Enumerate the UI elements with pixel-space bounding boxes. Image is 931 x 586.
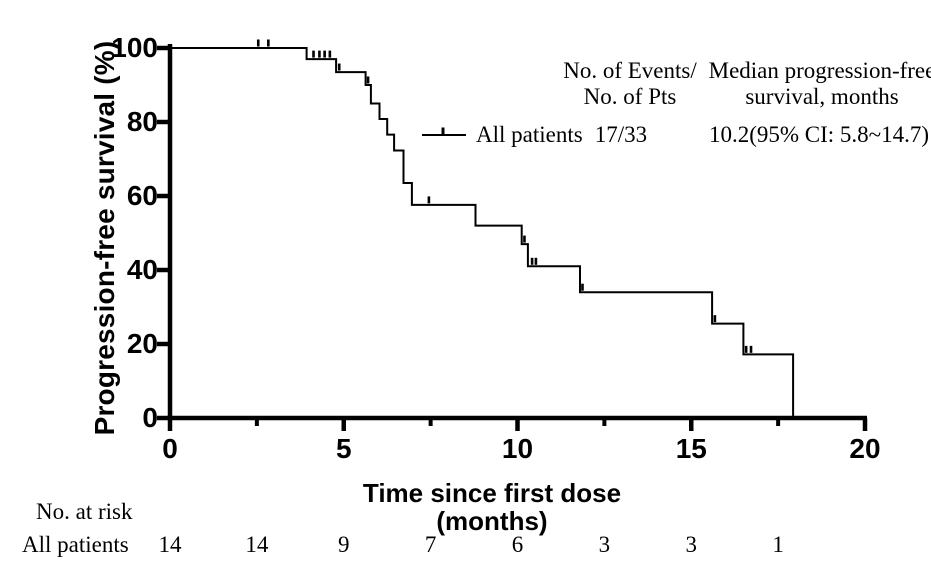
risk-value-t12-5: 3 xyxy=(598,532,611,557)
x-tick-label-20: 20 xyxy=(849,433,881,464)
y-tick-label-40: 40 xyxy=(126,254,158,285)
y-tick-label-0: 0 xyxy=(142,402,158,433)
y-tick-label-20: 20 xyxy=(126,328,158,359)
risk-table-row-label: All patients xyxy=(22,532,129,557)
legend-header-median-line2: survival, months xyxy=(745,84,899,109)
y-tick-label-60: 60 xyxy=(126,180,158,211)
risk-value-t0: 14 xyxy=(158,532,182,557)
x-tick-label-10: 10 xyxy=(501,433,534,464)
x-tick-label-5: 5 xyxy=(336,433,352,464)
km-censor-line-icon xyxy=(422,127,466,136)
risk-value-t2-5: 14 xyxy=(245,532,269,557)
risk-value-t10: 6 xyxy=(511,532,524,557)
km-survival-curve xyxy=(170,47,795,418)
y-tick-label-100: 100 xyxy=(111,32,158,63)
legend-header-events-line2: No. of Pts xyxy=(583,84,677,109)
legend-header-median-line1: Median progression-free xyxy=(708,58,931,83)
risk-value-t5: 9 xyxy=(338,532,350,557)
legend-header-median: Median progression-free survival, months xyxy=(707,58,931,110)
y-tick-label-80: 80 xyxy=(126,106,158,137)
legend-header-events-line1: No. of Events/ xyxy=(563,58,697,83)
risk-value-t15: 3 xyxy=(685,532,698,557)
risk-table-title: No. at risk xyxy=(36,499,133,524)
legend-header-events: No. of Events/ No. of Pts xyxy=(545,58,715,110)
y-axis-title: Progression-free survival (%) xyxy=(89,40,120,436)
x-axis-title: Time since first dose (months) xyxy=(362,478,622,536)
legend-median-value: 10.2(95% CI: 5.8~14.7) xyxy=(708,122,930,147)
legend-events-value: 17/33 xyxy=(594,122,648,147)
x-tick-label-15: 15 xyxy=(675,433,707,464)
x-tick-label-0: 0 xyxy=(162,433,178,464)
legend-series-label: All patients xyxy=(476,122,583,147)
risk-value-t17-5: 1 xyxy=(772,532,784,557)
risk-value-t7-5: 7 xyxy=(424,532,437,557)
